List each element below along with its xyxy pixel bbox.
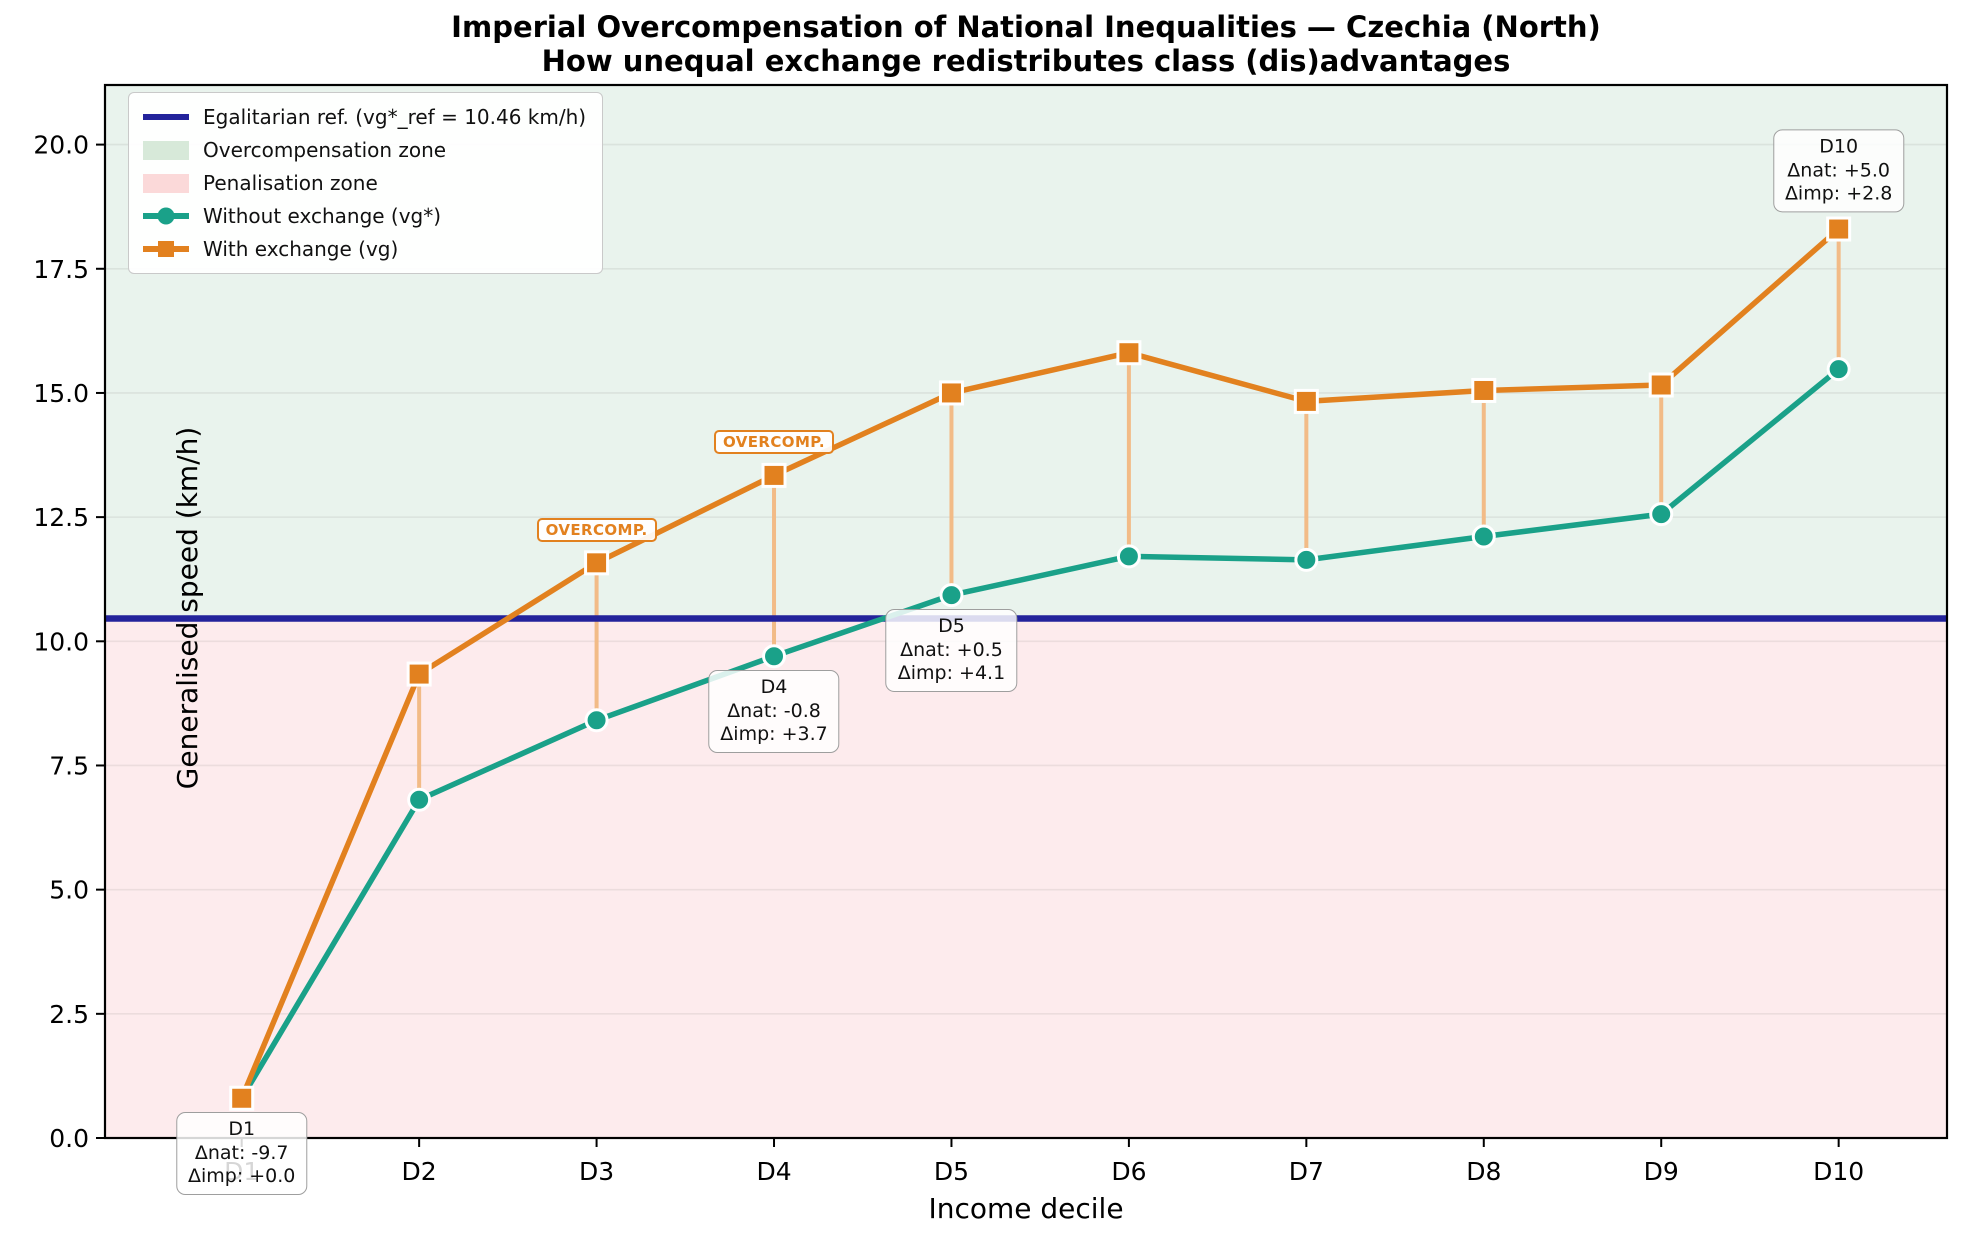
x-tick-label: D8 — [1466, 1157, 1501, 1186]
square-marker — [938, 380, 964, 406]
x-tick-label: D7 — [1289, 1157, 1324, 1186]
circle-marker — [1116, 544, 1141, 569]
legend-row-without-exchange: Without exchange (vg*) — [143, 204, 586, 228]
square-marker — [1293, 388, 1319, 414]
chart-title: Imperial Overcompensation of National In… — [451, 10, 1601, 44]
overcompensation-zone-sample — [143, 140, 189, 160]
x-tick-label: D6 — [1111, 1157, 1146, 1186]
y-tick-label: 0.0 — [49, 1124, 89, 1153]
annotation-title: D5 — [938, 615, 965, 638]
legend-label-without-exchange: Without exchange (vg*) — [203, 204, 442, 228]
penalisation-zone-swatch — [143, 173, 189, 193]
chart-subtitle: How unequal exchange redistributes class… — [541, 44, 1511, 78]
annotation-D4: D4 Δnat: -0.8 Δimp: +3.7 — [708, 670, 840, 753]
circle-marker — [1471, 524, 1496, 549]
legend: Egalitarian ref. (vg*_ref = 10.46 km/h) … — [128, 92, 604, 274]
square-marker-icon — [158, 241, 174, 257]
y-tick-label: 10.0 — [33, 627, 89, 656]
square-marker — [761, 462, 787, 488]
annotation-delta-line: Δimp: +3.7 — [720, 723, 828, 746]
square-marker — [584, 550, 610, 576]
y-tick-label: 17.5 — [33, 255, 89, 284]
y-axis-label: Generalised speed (km/h) — [170, 426, 204, 790]
overcompensation-zone-swatch — [143, 140, 189, 160]
x-tick-label: D10 — [1813, 1157, 1864, 1186]
legend-row-reference: Egalitarian ref. (vg*_ref = 10.46 km/h) — [143, 105, 586, 129]
x-tick-label: D2 — [402, 1157, 437, 1186]
square-marker — [1116, 340, 1142, 366]
y-tick-label: 5.0 — [49, 876, 89, 905]
annotation-delta-line: Δimp: +4.1 — [897, 662, 1006, 685]
square-marker — [1648, 372, 1674, 398]
annotation-delta-line: Δnat: -0.8 — [727, 699, 821, 722]
annotation-delta-line: Δnat: +5.0 — [1787, 158, 1891, 181]
overcomp-flag-D3: OVERCOMP. — [536, 517, 657, 542]
x-tick-label: D9 — [1644, 1157, 1679, 1186]
annotation-D5: D5 Δnat: +0.5 Δimp: +4.1 — [885, 609, 1018, 692]
y-tick-label: 20.0 — [33, 131, 89, 160]
circle-marker — [584, 708, 609, 733]
circle-marker — [1294, 547, 1319, 572]
x-tick-label: D3 — [579, 1157, 614, 1186]
square-marker — [406, 661, 432, 687]
penalisation-zone-sample — [143, 173, 189, 193]
circle-marker — [1649, 502, 1674, 527]
series-line-0 — [238, 366, 1842, 1102]
with-exchange-swatch — [143, 241, 189, 257]
circle-marker — [407, 787, 432, 812]
legend-label-with-exchange: With exchange (vg) — [203, 237, 399, 261]
series-line-1 — [238, 226, 1842, 1102]
annotation-title: D10 — [1819, 135, 1859, 158]
y-tick-label: 2.5 — [49, 1000, 89, 1029]
annotation-delta-line: Δimp: +2.8 — [1784, 182, 1893, 205]
overcomp-flag-D4: OVERCOMP. — [714, 430, 835, 455]
without-exchange-swatch — [143, 207, 189, 225]
y-tick-label: 7.5 — [49, 751, 89, 780]
reference-line-sample — [143, 114, 189, 120]
annotation-delta-line: Δimp: +0.0 — [187, 1165, 296, 1188]
annotation-D1: D1 Δnat: -9.7 Δimp: +0.0 — [175, 1112, 308, 1195]
x-tick-label: D4 — [756, 1157, 791, 1186]
square-marker — [1471, 377, 1497, 403]
circle-marker — [1826, 357, 1851, 382]
legend-row-overcompensation-zone: Overcompensation zone — [143, 138, 586, 162]
axes-frame — [103, 83, 1949, 1140]
legend-row-penalisation-zone: Penalisation zone — [143, 171, 586, 195]
annotation-title: D4 — [760, 676, 788, 699]
annotation-D10: D10 Δnat: +5.0 Δimp: +2.8 — [1772, 129, 1905, 213]
legend-row-with-exchange: With exchange (vg) — [143, 237, 586, 261]
annotation-delta-line: Δnat: -9.7 — [194, 1141, 289, 1164]
circle-marker — [762, 644, 787, 669]
legend-label-penalisation-zone: Penalisation zone — [203, 171, 378, 195]
penalisation-zone — [105, 618, 1947, 1138]
circle-marker — [939, 583, 964, 608]
square-marker — [229, 1085, 255, 1111]
reference-line-swatch — [143, 114, 189, 120]
square-marker — [1826, 216, 1852, 242]
y-tick-label: 15.0 — [33, 379, 89, 408]
legend-label-overcompensation-zone: Overcompensation zone — [203, 138, 447, 162]
circle-marker-icon — [157, 207, 175, 225]
y-tick-label: 12.5 — [33, 503, 89, 532]
legend-label-reference: Egalitarian ref. (vg*_ref = 10.46 km/h) — [203, 105, 587, 129]
x-axis-label: Income decile — [928, 1192, 1124, 1225]
annotation-delta-line: Δnat: +0.5 — [900, 638, 1003, 661]
x-tick-label: D5 — [934, 1157, 969, 1186]
annotation-title: D1 — [228, 1118, 256, 1141]
